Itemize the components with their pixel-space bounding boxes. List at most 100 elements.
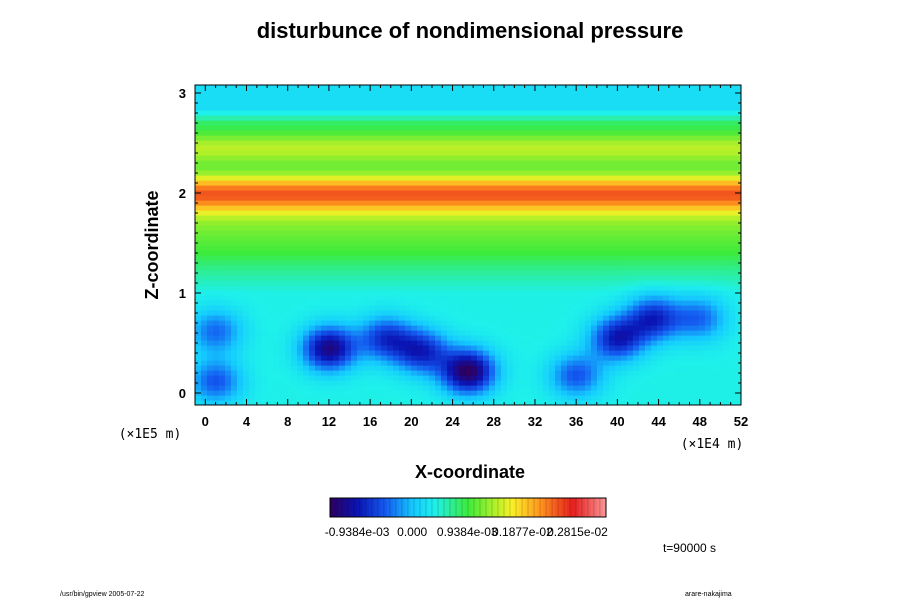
heatmap-cell <box>453 165 460 171</box>
heatmap-cell <box>471 235 478 241</box>
heatmap-cell <box>651 90 658 96</box>
heatmap-cell <box>393 340 400 346</box>
heatmap-cell <box>447 375 454 381</box>
heatmap-cell <box>273 395 280 401</box>
heatmap-cell <box>273 285 280 291</box>
heatmap-cell <box>447 310 454 316</box>
heatmap-cell <box>417 245 424 251</box>
heatmap-cell <box>363 200 370 206</box>
heatmap-cell <box>645 135 652 141</box>
heatmap-cell <box>537 130 544 136</box>
heatmap-cell <box>567 380 574 386</box>
heatmap-cell <box>261 210 268 216</box>
heatmap-cell <box>627 235 634 241</box>
heatmap-cell <box>537 210 544 216</box>
heatmap-cell <box>435 180 442 186</box>
heatmap-cell <box>279 270 286 276</box>
heatmap-cell <box>549 310 556 316</box>
heatmap-cell <box>315 365 322 371</box>
heatmap-cell <box>423 300 430 306</box>
heatmap-cell <box>465 365 472 371</box>
heatmap-cell <box>219 320 226 326</box>
heatmap-cell <box>525 365 532 371</box>
heatmap-cell <box>531 100 538 106</box>
heatmap-cell <box>633 265 640 271</box>
heatmap-cell <box>357 110 364 116</box>
heatmap-cell <box>231 315 238 321</box>
heatmap-cell <box>207 210 214 216</box>
heatmap-cell <box>585 195 592 201</box>
heatmap-cell <box>603 190 610 196</box>
heatmap-cell <box>225 365 232 371</box>
heatmap-cell <box>315 350 322 356</box>
heatmap-cell <box>567 215 574 221</box>
heatmap-cell <box>627 250 634 256</box>
heatmap-cell <box>537 125 544 131</box>
heatmap-cell <box>249 295 256 301</box>
heatmap-cell <box>285 90 292 96</box>
heatmap-cell <box>261 205 268 211</box>
heatmap-cell <box>657 345 664 351</box>
heatmap-cell <box>393 235 400 241</box>
heatmap-cell <box>435 385 442 391</box>
heatmap-cell <box>393 135 400 141</box>
heatmap-cell <box>441 395 448 401</box>
heatmap-cell <box>339 225 346 231</box>
heatmap-cell <box>309 250 316 256</box>
heatmap-cell <box>483 175 490 181</box>
heatmap-cell <box>321 305 328 311</box>
heatmap-cell <box>543 95 550 101</box>
heatmap-cell <box>273 260 280 266</box>
heatmap-cell <box>603 210 610 216</box>
heatmap-cell <box>411 120 418 126</box>
heatmap-cell <box>597 400 604 405</box>
heatmap-cell <box>597 190 604 196</box>
heatmap-cell <box>489 335 496 341</box>
heatmap-cell <box>567 135 574 141</box>
heatmap-cell <box>291 270 298 276</box>
heatmap-cell <box>585 170 592 176</box>
heatmap-cell <box>429 375 436 381</box>
heatmap-cell <box>555 340 562 346</box>
heatmap-cell <box>195 335 202 341</box>
heatmap-cell <box>249 225 256 231</box>
heatmap-cell <box>237 255 244 261</box>
heatmap-cell <box>453 265 460 271</box>
heatmap-cell <box>609 340 616 346</box>
heatmap-cell <box>219 135 226 141</box>
heatmap-cell <box>651 395 658 401</box>
heatmap-cell <box>345 345 352 351</box>
heatmap-cell <box>435 115 442 121</box>
heatmap-cell <box>261 220 268 226</box>
heatmap-cell <box>435 340 442 346</box>
heatmap-cell <box>555 200 562 206</box>
heatmap-cell <box>639 265 646 271</box>
heatmap-cell <box>225 350 232 356</box>
heatmap-cell <box>567 160 574 166</box>
heatmap-cell <box>393 110 400 116</box>
heatmap-cell <box>531 205 538 211</box>
heatmap-cell <box>495 190 502 196</box>
heatmap-cell <box>267 260 274 266</box>
heatmap-cell <box>333 175 340 181</box>
heatmap-cell <box>381 230 388 236</box>
heatmap-cell <box>543 190 550 196</box>
heatmap-cell <box>591 360 598 366</box>
heatmap-cell <box>549 295 556 301</box>
heatmap-cell <box>495 110 502 116</box>
heatmap-cell <box>297 205 304 211</box>
heatmap-cell <box>399 255 406 261</box>
heatmap-cell <box>267 310 274 316</box>
heatmap-cell <box>627 255 634 261</box>
heatmap-cell <box>465 195 472 201</box>
heatmap-cell <box>339 160 346 166</box>
heatmap-cell <box>615 375 622 381</box>
heatmap-cell <box>555 330 562 336</box>
heatmap-cell <box>261 305 268 311</box>
heatmap-cell <box>441 105 448 111</box>
heatmap-cell <box>483 335 490 341</box>
heatmap-cell <box>255 365 262 371</box>
heatmap-cell <box>339 295 346 301</box>
heatmap-cell <box>609 85 616 91</box>
heatmap-cell <box>501 335 508 341</box>
